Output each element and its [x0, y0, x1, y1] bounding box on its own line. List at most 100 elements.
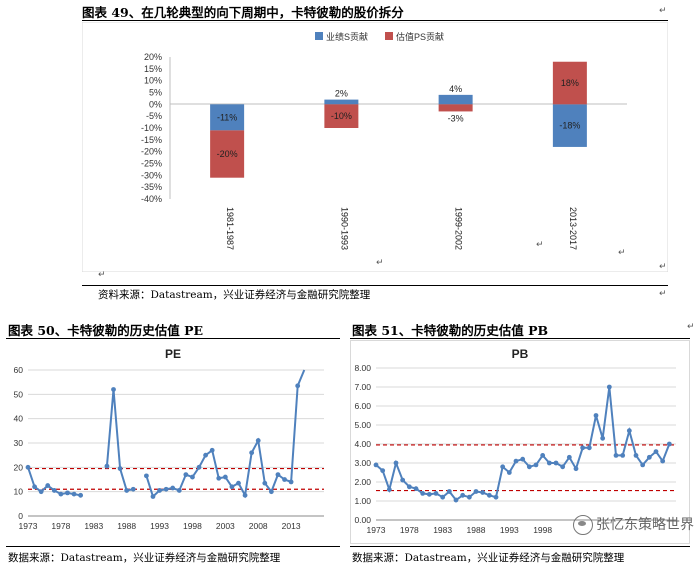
paragraph-mark: ↵: [659, 6, 667, 16]
fig51-data-point: [446, 489, 452, 494]
fig51-ytick-label: 4.00: [354, 439, 371, 449]
fig49-chart: 业绩S贡献 估值PS贡献 20% 15% 10% 5%0% -5% -10% -15% -20…: [82, 22, 668, 272]
fig51-ytick-label: 3.00: [354, 458, 371, 468]
paragraph-mark: ↵: [687, 322, 695, 332]
fig51-data-point: [460, 492, 466, 498]
fig51-xtick-label: 1978: [400, 525, 419, 535]
wechat-icon: [573, 515, 593, 535]
paragraph-mark: ↵: [659, 289, 667, 299]
fig49-category-label: 2013-2017: [568, 207, 578, 250]
fig50-ytick-label: 60: [14, 365, 24, 375]
fig49-bar-ps: [438, 104, 473, 112]
fig51-data-point: [480, 490, 486, 495]
fig51-xtick-label: 1983: [433, 525, 452, 535]
fig49-ytick-label: 0%: [149, 99, 162, 109]
fig49-legend: 业绩S贡献 估值PS贡献: [315, 31, 444, 42]
fig50-chart: PE 0 10 20 30 40 50 60 1973 1978 1983 1988 1993 199…: [14, 347, 324, 531]
fig50-data-point: [268, 489, 274, 495]
fig50-data-point: [295, 383, 301, 389]
paragraph-mark: ↵: [376, 258, 384, 268]
fig49-ytick-label: 20%: [144, 52, 162, 62]
fig50-ytick-label: 10: [14, 487, 24, 497]
fig50-data-point: [124, 488, 130, 493]
fig51-data-point: [633, 453, 639, 458]
fig49-category-label: 1990-1993: [339, 207, 349, 250]
fig51-data-point: [546, 460, 552, 466]
fig49-data-label: -18%: [559, 121, 580, 131]
legend-label-s: 业绩S贡献: [326, 31, 368, 42]
fig49-bar-s: [210, 104, 245, 131]
fig50-data-point: [58, 491, 64, 497]
fig51-ytick-label: 7.00: [354, 382, 371, 392]
fig51-data-point: [626, 428, 632, 434]
fig50-xtick-label: 1998: [183, 521, 202, 531]
fig49-bar-ps: [324, 104, 359, 128]
legend-label-ps: 估值PS贡献: [396, 31, 444, 42]
fig51-xtick-label: 1998: [533, 525, 552, 535]
fig50-data-point: [236, 480, 241, 486]
fig51-data-point: [540, 453, 546, 458]
fig50-data-point: [78, 492, 84, 498]
fig50-data-point: [190, 474, 195, 480]
fig50-data-point: [150, 494, 156, 499]
fig49-category-label: 1999-2002: [454, 207, 464, 250]
fig50-data-point: [170, 485, 176, 491]
fig49-title-rule: [82, 20, 668, 21]
fig51-data-point: [433, 491, 439, 496]
fig49-bar-s: [438, 94, 473, 105]
fig50-data-point: [229, 484, 235, 490]
fig51-data-point: [513, 458, 519, 464]
fig49-ytick-label: -40%: [141, 194, 162, 204]
fig50-data-point: [176, 488, 182, 493]
fig49-ytick-label: -15%: [141, 135, 162, 145]
fig50-xtick-label: 1983: [84, 521, 103, 531]
fig51-data-point: [613, 453, 619, 458]
fig49-data-label: -11%: [217, 112, 237, 122]
fig51-data-point: [640, 462, 646, 468]
fig51-data-point: [666, 441, 672, 447]
fig51-data-point: [533, 462, 539, 468]
fig51-xtick-label: 1993: [500, 525, 519, 535]
fig50-data-point: [32, 484, 37, 490]
fig51-data-point: [593, 413, 599, 418]
legend-swatch-s: [315, 32, 323, 40]
fig49-ytick-label: -35%: [141, 182, 162, 192]
fig50-xtick-label: 2013: [282, 521, 301, 531]
fig50-source-rule: [6, 546, 340, 547]
fig49-data-label: -20%: [217, 149, 238, 159]
fig51-ytick-label: 2.00: [354, 477, 371, 487]
fig49-data-label: 18%: [561, 78, 579, 88]
fig49-source: 资料来源：Datastream，兴业证券经济与金融研究院整理: [98, 289, 371, 301]
fig49-bar-s: [324, 99, 359, 105]
fig49-title: 图表 49、在几轮典型的向下周期中，卡特彼勒的股价拆分: [82, 5, 404, 20]
fig49-source-rule: [82, 285, 668, 286]
fig49-data-label: -3%: [448, 113, 464, 123]
fig50-data-point: [275, 472, 281, 478]
fig49-ytick-label: 15%: [144, 64, 162, 74]
fig50-data-point: [51, 488, 57, 493]
fig50-data-point: [117, 466, 123, 471]
fig50-data-point: [216, 475, 222, 481]
fig49-ytick-label: 10%: [144, 76, 162, 86]
fig50-data-point: [222, 474, 228, 480]
fig50-xtick-label: 1988: [117, 521, 136, 531]
paragraph-mark: ↵: [618, 248, 626, 258]
fig51-data-point: [413, 486, 419, 492]
fig49-bar-ps: [210, 130, 245, 178]
fig50-data-point: [249, 450, 255, 456]
fig50-xtick-label: 1973: [19, 521, 38, 531]
fig49-ytick-label: -5%: [146, 111, 162, 121]
fig51-data-point: [386, 487, 392, 492]
fig51-ytick-label: 1.00: [354, 496, 371, 506]
fig50-data-point: [38, 489, 44, 495]
fig51-ytick-label: 8.00: [354, 363, 371, 373]
fig51-data-point: [500, 464, 506, 470]
fig50-data-point: [65, 490, 70, 496]
fig51-ytick-label: 5.00: [354, 420, 371, 430]
fig51-data-point: [560, 464, 566, 470]
fig50-data-point: [196, 464, 202, 470]
fig51-title-rule: [350, 338, 690, 339]
fig49-data-label: -10%: [331, 111, 352, 121]
fig50-series-line: [105, 389, 134, 492]
fig50-data-point: [144, 473, 149, 479]
